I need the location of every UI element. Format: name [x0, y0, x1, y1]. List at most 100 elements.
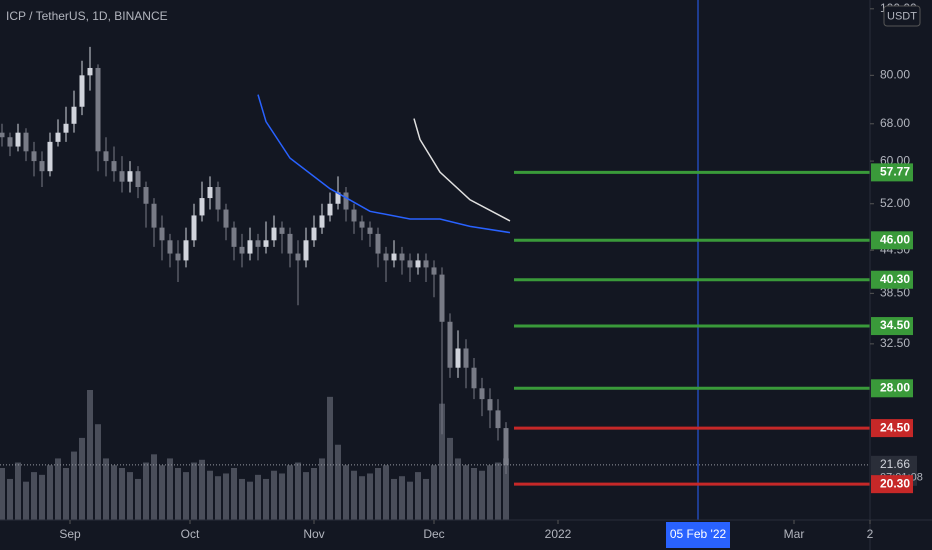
volume-bar [463, 465, 469, 520]
candle-body [95, 67, 101, 152]
candle-body [447, 321, 453, 368]
candle-body [279, 227, 285, 234]
crosshair-label-box [666, 522, 730, 548]
candle-body [39, 161, 45, 172]
candle-body [383, 253, 389, 261]
y-tick-label: 52.00 [880, 196, 910, 210]
candle-body [495, 410, 501, 429]
volume-bar [191, 462, 197, 520]
level-label-box [871, 379, 913, 398]
y-tick-label: 38.50 [880, 286, 910, 300]
currency-box[interactable] [883, 5, 921, 27]
candle-body [79, 75, 85, 107]
candle-body [119, 171, 125, 182]
candle-body [135, 171, 141, 188]
level-label-box [871, 231, 913, 250]
volume-bar [375, 468, 381, 520]
volume-bar [0, 468, 5, 520]
x-tick-label: Oct [181, 527, 200, 541]
volume-bar [23, 481, 29, 520]
volume-bar [95, 424, 101, 520]
volume-bar [175, 468, 181, 520]
volume-bar [447, 437, 453, 520]
volume-bar [47, 465, 53, 520]
candle-body [167, 240, 173, 254]
currency-label: USDT [887, 10, 917, 22]
candle-body [335, 192, 341, 204]
crosshair-label: 05 Feb '22 [670, 527, 727, 541]
volume-bar [207, 470, 213, 520]
volume-bar [223, 473, 229, 520]
candle-body [311, 227, 317, 241]
volume-bar [503, 458, 509, 520]
candle-body [303, 240, 309, 261]
candle-body [351, 209, 357, 222]
volume-bar [431, 465, 437, 520]
candle-body [375, 233, 381, 254]
candle-body [47, 141, 53, 172]
volume-bar [391, 478, 397, 520]
volume-bar [215, 476, 221, 520]
candle-body [111, 161, 117, 172]
volume-bar [135, 478, 141, 520]
candle-body [263, 240, 269, 247]
candle-body [143, 187, 149, 204]
volume-bar [15, 462, 21, 520]
candle-body [455, 348, 461, 368]
y-tick-label: 68.00 [880, 116, 910, 130]
volume-bar [287, 465, 293, 520]
volume-bar [271, 470, 277, 520]
volume-bar [367, 473, 373, 520]
volume-bar [231, 468, 237, 520]
candle-body [159, 227, 165, 241]
candle-body [407, 260, 413, 268]
candle-body [423, 260, 429, 268]
x-tick-label: Sep [59, 527, 81, 541]
volume-bar [79, 437, 85, 520]
plot-area [0, 0, 870, 520]
level-label: 46.00 [880, 232, 910, 246]
candle-body [15, 132, 21, 147]
volume-bar [487, 465, 493, 520]
x-tick-label: 2022 [545, 527, 572, 541]
volume-bar [127, 472, 133, 520]
volume-bar [103, 458, 109, 520]
volume-bar [143, 462, 149, 520]
candle-body [63, 123, 69, 133]
candle-body [87, 67, 93, 76]
candle-body [319, 215, 325, 228]
level-label-box [871, 475, 913, 494]
overlay: 100.0080.0068.0060.0052.0044.5038.5032.5… [59, 1, 923, 548]
volume-bar [423, 478, 429, 520]
volume-bar [439, 403, 445, 520]
candle-body [71, 106, 77, 124]
candle-body [239, 246, 245, 254]
candle-body [199, 198, 205, 216]
volume-bar [119, 468, 125, 520]
volume-bar [239, 478, 245, 520]
volume-bar [383, 465, 389, 520]
y-tick-label: 80.00 [880, 68, 910, 82]
volume-bar [495, 462, 501, 520]
candle-body [0, 132, 5, 138]
chart-title: ICP / TetherUS, 1D, BINANCE [6, 9, 168, 23]
candle-body [175, 253, 181, 261]
volume-bar [351, 470, 357, 520]
volume-bar [39, 474, 45, 520]
candle-body [215, 187, 221, 210]
candle-body [431, 267, 437, 275]
volume-bar [327, 396, 333, 520]
volume-bar [151, 454, 157, 520]
candle-body [399, 253, 405, 261]
last-price-label: 21.66 [880, 457, 910, 471]
volume-bar [311, 468, 317, 520]
volume-bar [159, 465, 165, 520]
volume-bar [335, 444, 341, 520]
volume-bar [31, 472, 37, 520]
candle-body [223, 209, 229, 228]
volume-bar [399, 476, 405, 520]
volume-bar [71, 451, 77, 520]
candle-body [151, 203, 157, 228]
volume-bar [343, 465, 349, 520]
